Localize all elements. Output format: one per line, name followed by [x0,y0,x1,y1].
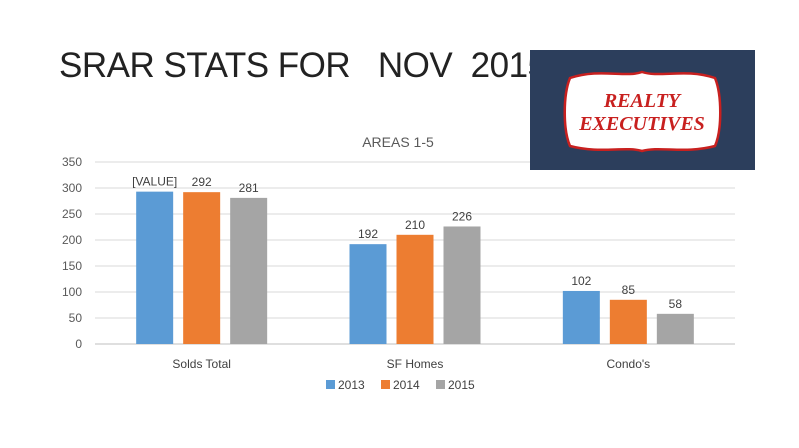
y-tick-label: 50 [69,311,83,325]
data-label: 281 [239,181,259,195]
legend-swatch [381,380,390,389]
y-tick-label: 250 [62,207,82,221]
chart-title: AREAS 1-5 [362,134,434,150]
bar-2015-2 [656,313,694,344]
logo-text-realty: REALTY [603,90,682,112]
data-label: 292 [192,175,212,189]
data-label: 85 [622,283,636,297]
bar-2014-2 [609,299,647,344]
bar-2013-1 [349,244,387,344]
y-tick-label: 100 [62,285,82,299]
legend-label: 2014 [393,378,420,392]
data-label: 102 [571,274,591,288]
data-label: 192 [358,227,378,241]
logo-text-executives: EXECUTIVES [578,113,705,135]
legend-label: 2015 [448,378,475,392]
bar-2015-0 [230,197,268,344]
y-tick-label: 150 [62,259,82,273]
y-tick-label: 350 [62,155,82,169]
realty-executives-logo: REALTY EXECUTIVES [530,50,755,170]
bar-2014-1 [396,234,434,344]
x-category-label: SF Homes [387,357,444,371]
bar-2013-2 [562,290,600,344]
legend-swatch [326,380,335,389]
x-category-label: Solds Total [172,357,230,371]
slide-title: SRAR STATS FOR NOV 2015 [59,46,547,85]
logo-badge-shape [563,70,722,153]
y-tick-label: 200 [62,233,82,247]
y-tick-label: 300 [62,181,82,195]
legend-swatch [436,380,445,389]
bar-2015-1 [443,226,481,344]
data-label: 226 [452,209,472,223]
data-label: 58 [669,297,683,311]
legend-label: 2013 [338,378,365,392]
y-tick-label: 0 [75,337,82,351]
bar-2014-0 [183,192,221,344]
data-label: [VALUE] [132,175,177,189]
bar-2013-0 [136,191,174,344]
data-label: 210 [405,218,425,232]
x-category-label: Condo's [607,357,651,371]
